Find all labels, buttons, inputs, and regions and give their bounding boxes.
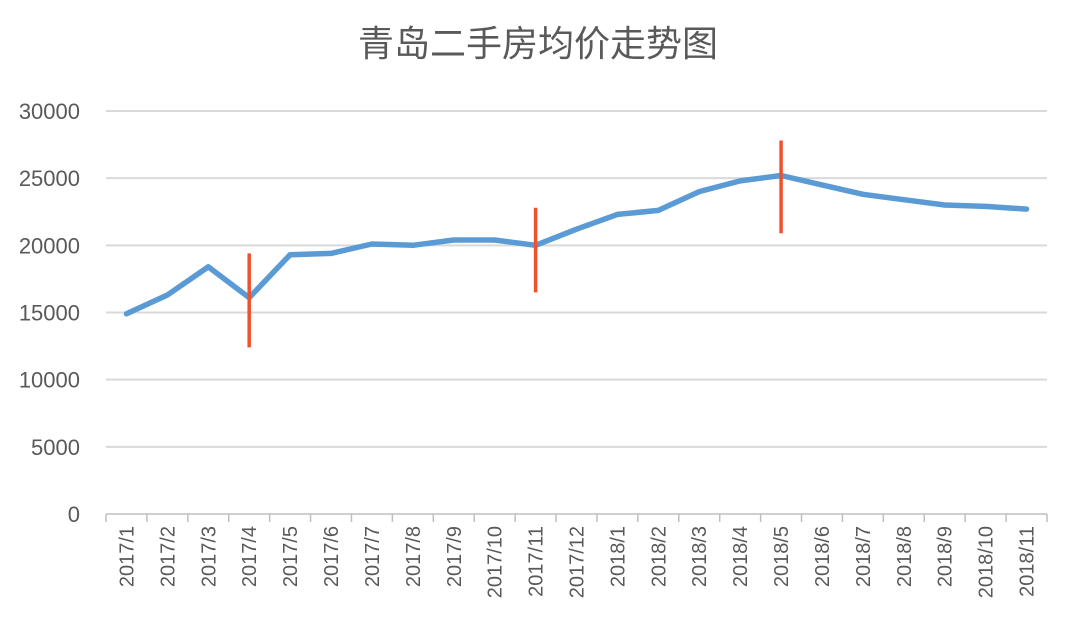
x-tick-label: 2018/10: [976, 526, 998, 598]
x-tick-label: 2018/5: [771, 526, 793, 587]
x-tick-label: 2018/7: [853, 526, 875, 587]
data-point: [655, 207, 661, 213]
data-point: [819, 182, 825, 188]
x-tick-label: 2018/3: [689, 526, 711, 587]
data-point: [574, 226, 579, 232]
chart-title: 青岛二手房均价走势图: [358, 24, 718, 65]
x-tick-label: 2017/12: [567, 526, 589, 598]
x-tick-label: 2017/6: [321, 526, 343, 587]
y-tick-label: 15000: [19, 301, 80, 326]
x-tick-label: 2017/11: [526, 526, 548, 597]
data-point: [287, 252, 293, 258]
x-tick-label: 2018/6: [812, 526, 834, 587]
data-point: [860, 191, 866, 197]
y-tick-label: 25000: [19, 166, 80, 191]
x-tick-label: 2018/2: [648, 526, 670, 587]
x-tick-label: 2017/2: [157, 526, 179, 587]
data-point: [737, 178, 743, 184]
x-axis-tick-labels: 2017/1 2017/2 2017/3 2017/4 2017/5 2017/6 2017…: [116, 526, 1038, 598]
y-tick-label: 20000: [19, 233, 80, 258]
data-point: [164, 292, 170, 298]
x-tick-label: 2017/4: [239, 526, 261, 587]
y-axis-tick-labels: 0 5000 10000 15000 20000 25000 30000: [19, 99, 80, 527]
x-tick-label: 2018/1: [607, 526, 629, 587]
y-tick-label: 5000: [31, 435, 80, 460]
data-point: [942, 202, 948, 208]
data-point: [123, 311, 129, 317]
x-tick-label: 2017/3: [198, 526, 220, 587]
x-tick-label: 2017/10: [485, 526, 507, 598]
x-tick-label: 2018/4: [730, 526, 752, 587]
data-point: [614, 211, 620, 217]
annotation-layer: [247, 140, 783, 348]
x-tick-label: 2017/9: [444, 526, 466, 587]
data-point: [205, 264, 211, 270]
data-point: [410, 242, 416, 248]
y-tick-label: 30000: [19, 99, 80, 124]
data-point: [369, 241, 375, 247]
x-tick-label: 2018/11: [1017, 526, 1039, 597]
x-tick-label: 2017/1: [116, 526, 138, 587]
data-point: [1024, 206, 1030, 212]
x-tick-label: 2018/9: [935, 526, 957, 587]
y-tick-label: 10000: [19, 368, 80, 393]
data-point: [696, 189, 702, 195]
gridlines: [106, 110, 1047, 448]
data-point: [901, 197, 907, 203]
data-point: [328, 250, 334, 256]
data-point: [492, 237, 498, 243]
x-tick-label: 2017/5: [280, 526, 302, 587]
x-tick-label: 2017/7: [362, 526, 384, 587]
y-tick-label: 0: [68, 502, 80, 527]
x-tick-label: 2018/8: [894, 526, 916, 587]
data-point: [983, 203, 989, 209]
x-axis: [105, 513, 1048, 522]
x-tick-label: 2017/8: [403, 526, 425, 587]
data-point: [451, 237, 457, 243]
